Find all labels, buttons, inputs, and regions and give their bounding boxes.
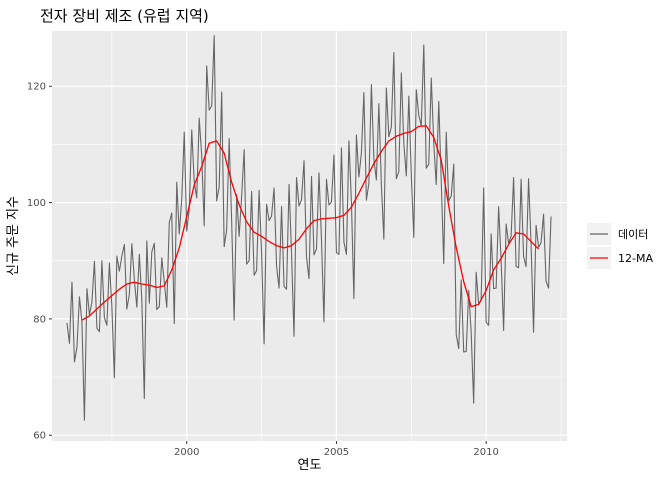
- x-axis-title: 연도: [298, 458, 322, 473]
- x-tick-label: 2005: [324, 447, 349, 458]
- series-layer: [66, 35, 552, 421]
- legend: 데이터 12-MA: [587, 223, 653, 269]
- x-tick-label: 2010: [473, 447, 498, 458]
- y-axis-title: 신규 주문 지수: [6, 196, 21, 276]
- grid: [52, 31, 567, 441]
- legend-label: 데이터: [618, 228, 648, 241]
- x-tick-label: 2000: [174, 447, 199, 458]
- y-tick-label: 120: [27, 82, 46, 93]
- y-tick-label: 80: [33, 314, 46, 325]
- legend-label: 12-MA: [618, 252, 653, 265]
- y-tick-label: 100: [27, 198, 46, 209]
- series-line-moving-average: [81, 125, 540, 321]
- series-line-data: [66, 35, 552, 421]
- y-tick-label: 60: [33, 431, 46, 442]
- chart-title: 전자 장비 제조 (유럽 지역): [40, 7, 209, 25]
- x-axis: 2000 2005 2010: [174, 441, 499, 458]
- y-axis: 60 80 100 120: [27, 82, 52, 442]
